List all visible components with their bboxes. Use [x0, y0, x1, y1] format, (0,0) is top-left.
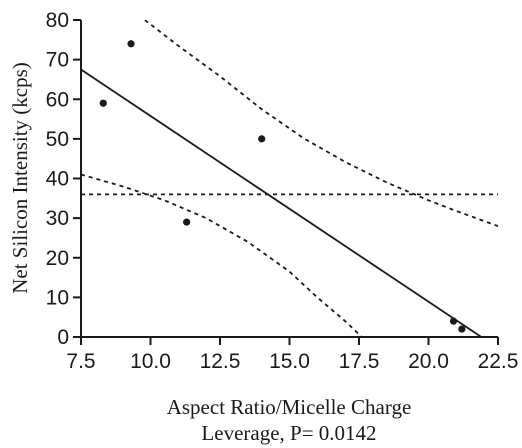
x-tick-label: 7.5 — [66, 350, 95, 373]
data-point — [127, 40, 135, 48]
y-tick-label: 80 — [46, 9, 69, 32]
y-tick-label: 20 — [46, 247, 69, 270]
x-axis-title: Aspect Ratio/Micelle Charge — [167, 395, 412, 419]
y-tick-label: 0 — [57, 326, 69, 349]
x-tick-label: 17.5 — [339, 350, 380, 373]
confidence-curve-lower — [81, 173, 363, 337]
data-point — [99, 99, 107, 107]
x-tick-label: 20.0 — [408, 350, 449, 373]
plot-content — [81, 20, 498, 337]
y-axis-title: Net Silicon Intensity (kcps) — [8, 62, 32, 294]
data-point — [449, 317, 458, 325]
y-tick-label: 40 — [46, 168, 69, 191]
fit-line — [81, 68, 482, 337]
x-tick-label: 10.0 — [130, 350, 171, 373]
data-point — [183, 218, 191, 226]
y-tick-label: 70 — [46, 49, 69, 72]
y-tick-label: 50 — [46, 128, 69, 151]
data-point — [458, 325, 466, 333]
axes — [73, 19, 499, 345]
confidence-curve-upper — [144, 20, 498, 227]
data-point — [258, 135, 266, 143]
y-tick-label: 10 — [46, 286, 69, 309]
leverage-p-value: Leverage, P= 0.0142 — [201, 421, 376, 445]
x-tick-label: 12.5 — [200, 350, 241, 373]
y-tick-label: 60 — [46, 88, 69, 111]
tick-labels: 0 10 20 30 40 50 60 70 80 7.5 10.0 12.5 15.0 17.5 20.0… — [46, 9, 519, 373]
x-tick-label: 15.0 — [269, 350, 310, 373]
x-tick-label: 22.5 — [478, 350, 519, 373]
y-tick-label: 30 — [46, 207, 69, 230]
